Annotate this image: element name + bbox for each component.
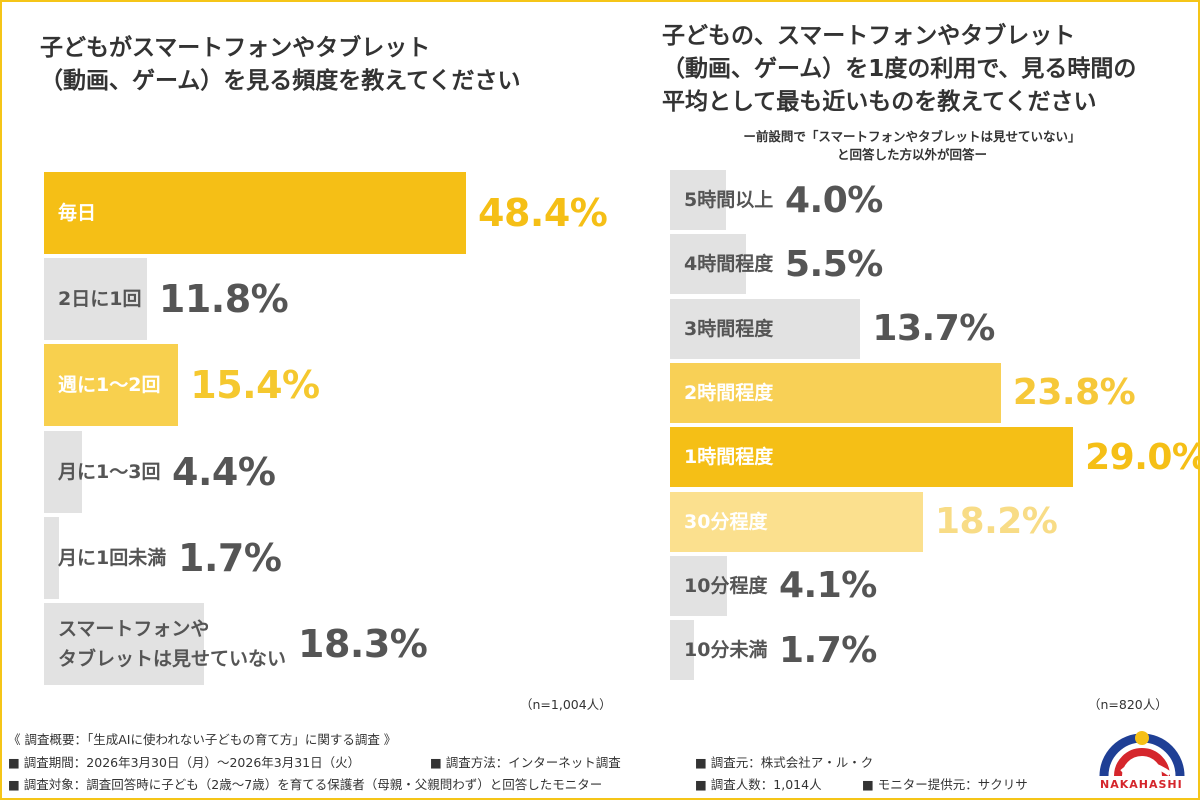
value-label: 48.4% [478,191,608,235]
bar [670,427,1074,488]
footer-item: ■ 調査対象：調査回答時に子ども（2歳〜7歳）を育てる保護者（母親・父親問わず）… [8,777,603,792]
logo-text: NAKAHASHI [1100,778,1183,791]
bar [44,430,83,513]
value-label: 13.7% [872,308,995,350]
category-label: 月に1回未満 [58,546,167,569]
value-label: 23.8% [1012,372,1136,414]
bar [670,555,727,616]
logo-mark [1099,731,1185,777]
value-label: 1.7% [779,629,877,671]
bar [670,362,1001,423]
value-label: 18.2% [934,501,1058,542]
footer-item: ■ 調査期間：2026年3月30日（月）〜2026年3月31日（火） [8,755,361,770]
bar [44,344,179,427]
value-label: 18.3% [298,622,428,666]
category-label: 毎日 [58,202,97,224]
bar [670,298,861,359]
sample-size: （n=820人） [1088,697,1168,712]
bar [670,620,694,681]
bar [44,172,467,254]
value-label: 29.0% [1085,436,1200,478]
value-label: 1.7% [178,535,282,580]
bar [44,516,59,599]
chart-title: 子どもの、スマートフォンやタブレット （動画、ゲーム）を1度の利用で、見る時間の… [662,23,1137,115]
value-label: 11.8% [158,277,289,322]
bar [670,491,923,552]
value-label: 15.4% [190,363,320,408]
category-label: 10分程度 [684,574,768,597]
category-label: 3時間程度 [684,317,774,340]
category-label: 月に1〜3回 [58,460,161,483]
category-label: 2日に1回 [58,288,142,311]
value-label: 4.1% [779,565,877,607]
category-label: 10分未満 [684,639,768,662]
bar [44,603,204,685]
footer-item: ■ モニター提供元：サクリサ [862,777,1028,792]
value-label: 4.4% [172,449,276,494]
category-label: 5時間以上 [684,189,774,211]
footer-item: ■ 調査人数：1,014人 [695,777,822,792]
bar [670,234,747,295]
footer-heading: 《 調査概要：「生成AIに使われない子どもの育て方」に関する調査 》 [8,732,397,747]
category-label: 1時間程度 [684,446,774,469]
category-label: 4時間程度 [684,253,774,276]
category-label: スマートフォンや タブレットは見せていない [58,618,287,670]
category-label: 2時間程度 [684,381,774,404]
value-label: 5.5% [785,243,883,285]
bar [44,258,147,341]
sample-size: （n=1,004人） [520,697,612,712]
value-label: 4.0% [785,179,883,221]
bar [670,170,726,230]
chart-title: 子どもがスマートフォンやタブレット （動画、ゲーム）を見る頻度を教えてください [40,35,521,94]
category-label: 週に1〜2回 [58,374,161,397]
footer-item: ■ 調査方法：インターネット調査 [430,755,621,770]
chart-subtitle: ー前設問で「スマートフォンやタブレットは見せていない」 と回答した方以外が回答ー [743,129,1081,162]
category-label: 30分程度 [684,510,768,533]
footer-item: ■ 調査元：株式会社ア・ル・ク [695,755,874,770]
